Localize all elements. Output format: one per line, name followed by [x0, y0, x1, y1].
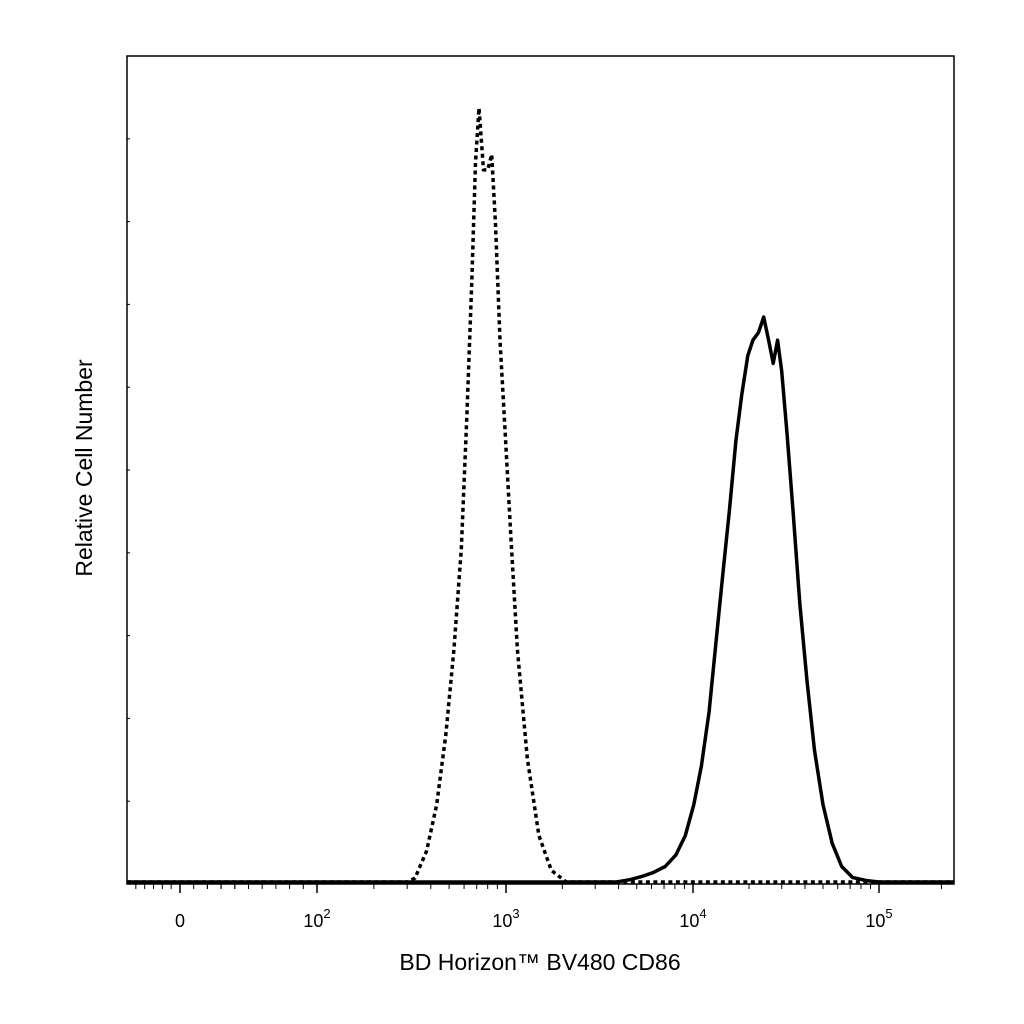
- x-tick-label: 0: [175, 911, 185, 931]
- plot-frame: [126, 55, 955, 885]
- x-tick-label: 105: [865, 906, 892, 931]
- y-axis: [127, 138, 130, 802]
- y-axis-label: Relative Cell Number: [71, 359, 97, 577]
- series-line-solid: [127, 315, 954, 884]
- x-axis-label: BD Horizon™ BV480 CD86: [399, 949, 680, 975]
- series-layer: [127, 106, 954, 884]
- x-tick-label: 102: [303, 906, 330, 931]
- x-tick-label: 103: [492, 906, 519, 931]
- series-line-dotted: [127, 106, 954, 884]
- x-axis: 0 102 103 104 105: [135, 884, 942, 931]
- x-tick-label: 104: [679, 906, 706, 931]
